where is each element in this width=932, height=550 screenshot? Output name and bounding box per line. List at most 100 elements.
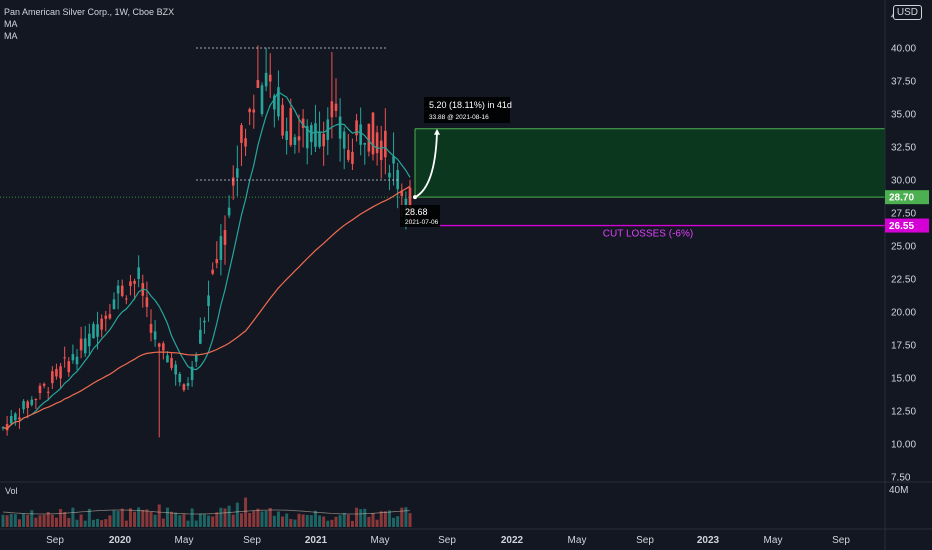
- volume-bar: [186, 520, 190, 527]
- start-label-box: [400, 205, 440, 227]
- candle-body: [314, 123, 317, 147]
- volume-bar: [91, 519, 95, 527]
- candle-body: [347, 149, 350, 160]
- candle-body: [190, 366, 194, 381]
- volume-bar: [231, 514, 235, 527]
- volume-bar: [75, 519, 79, 527]
- x-tick-label: May: [764, 535, 783, 546]
- candle-body: [100, 318, 103, 330]
- candle-body: [63, 357, 66, 359]
- x-tick-label: 2020: [109, 535, 132, 546]
- currency-selector[interactable]: USD: [892, 5, 922, 20]
- volume-bar: [223, 508, 227, 527]
- candle-body: [388, 172, 391, 178]
- volume-bar: [120, 508, 124, 527]
- y-tick-label: 40.00: [891, 44, 916, 55]
- x-tick-label: May: [371, 535, 390, 546]
- candle-body: [14, 413, 17, 421]
- candle-body: [289, 108, 293, 145]
- volume-bar: [367, 516, 371, 527]
- volume-bar: [256, 508, 260, 527]
- candle-body: [342, 131, 346, 149]
- candle-body: [55, 368, 58, 377]
- volume-bar: [272, 515, 276, 527]
- volume-bar: [338, 515, 342, 527]
- volume-bar: [79, 514, 83, 527]
- volume-bar: [281, 516, 285, 527]
- y-tick-label: 30.00: [891, 176, 916, 187]
- volume-bar: [190, 508, 194, 527]
- candle-body: [338, 116, 342, 139]
- candle-body: [199, 329, 202, 344]
- candle-body: [231, 177, 235, 186]
- candle-body: [363, 142, 367, 145]
- candle-body: [318, 131, 321, 147]
- volume-bar: [330, 519, 334, 527]
- volume-bar: [87, 508, 91, 527]
- volume-bar: [157, 504, 161, 527]
- candle-body: [157, 343, 161, 347]
- candle-body: [174, 364, 177, 375]
- volume-bar: [305, 514, 309, 527]
- volume-bar: [161, 518, 165, 527]
- projection-arrowhead: [434, 128, 440, 135]
- volume-bar: [318, 515, 322, 527]
- volume-bar: [301, 514, 305, 527]
- price-badge: [885, 190, 929, 205]
- y-tick-label: 35.00: [891, 110, 916, 121]
- volume-bar: [50, 514, 54, 527]
- volume-bar: [30, 510, 34, 527]
- volume-bar: [22, 513, 26, 527]
- candle-body: [112, 299, 116, 310]
- volume-bar: [359, 509, 363, 527]
- candle-body: [88, 333, 91, 347]
- y-tick-label: 15.00: [891, 374, 916, 385]
- candle-body: [260, 85, 264, 115]
- candle-body: [22, 401, 25, 410]
- candle-body: [38, 385, 42, 394]
- volume-bar: [137, 507, 141, 527]
- volume-bar: [396, 516, 400, 527]
- candle-body: [104, 315, 108, 319]
- volume-bar: [375, 519, 379, 527]
- y-tick-label: 12.50: [891, 407, 916, 418]
- volume-bar: [46, 511, 50, 527]
- candle-body: [182, 384, 186, 390]
- candle-body: [330, 101, 334, 118]
- candle-body: [83, 338, 87, 354]
- candle-body: [375, 132, 379, 154]
- volume-bar: [54, 517, 58, 527]
- y-tick-label: 27.50: [891, 209, 916, 220]
- x-tick-label: May: [175, 535, 194, 546]
- candle-body: [79, 338, 83, 351]
- volume-bar: [392, 517, 396, 527]
- x-tick-label: 2021: [305, 535, 328, 546]
- candle-body: [75, 356, 79, 365]
- candle-body: [96, 324, 99, 337]
- volume-bar: [264, 510, 268, 527]
- volume-bar: [17, 519, 21, 527]
- volume-bar: [42, 514, 46, 527]
- y-tick-label: 7.50: [891, 473, 911, 484]
- candle-body: [26, 401, 29, 409]
- ma-fast-line: [2, 91, 411, 430]
- candle-body: [59, 366, 62, 379]
- candle-body: [236, 168, 239, 178]
- candle-body: [71, 354, 75, 361]
- candle-body: [334, 103, 338, 111]
- candle-body: [162, 343, 165, 351]
- candle-body: [268, 74, 272, 82]
- candle-body: [108, 314, 112, 319]
- candle-body: [396, 170, 399, 190]
- volume-bar: [297, 513, 301, 527]
- candle-body: [34, 399, 38, 401]
- candle-body: [227, 207, 231, 216]
- volume-bar: [235, 502, 239, 527]
- volume-bar: [260, 511, 264, 527]
- y-tick-label: 22.50: [891, 275, 916, 286]
- x-tick-label: Sep: [832, 535, 850, 546]
- volume-bar: [108, 515, 112, 527]
- price-axis-background: [885, 0, 932, 550]
